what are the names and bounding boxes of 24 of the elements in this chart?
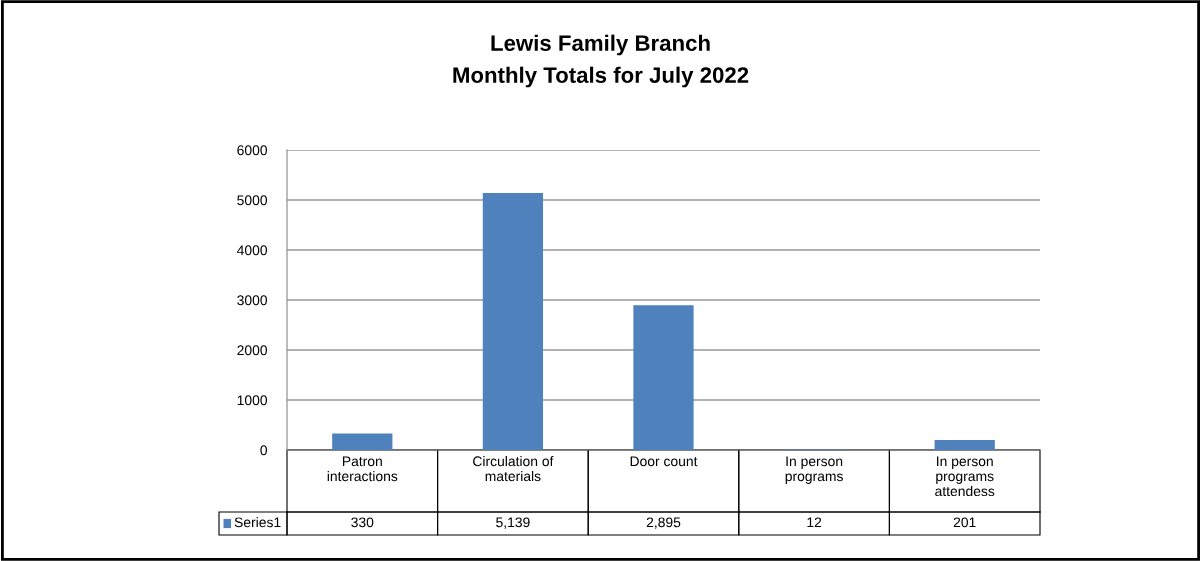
- data-label: 330: [351, 517, 374, 528]
- y-tick-label: 6000: [237, 145, 268, 156]
- data-label: 2,895: [646, 517, 681, 529]
- bar: [482, 193, 544, 450]
- chart-subtitle: Monthly Totals for July 2022: [453, 66, 749, 88]
- y-tick-label: 1000: [237, 395, 268, 406]
- x-tick-label: Patron interactions: [327, 456, 398, 482]
- y-tick-label: 4000: [236, 245, 268, 256]
- chart-title: Lewis Family Branch: [491, 34, 710, 56]
- bar: [934, 439, 995, 450]
- y-tick-label: 3000: [237, 295, 268, 306]
- data-label: 5,139: [496, 517, 530, 529]
- data-label: 201: [953, 517, 976, 528]
- bar: [633, 305, 694, 450]
- bar: [332, 433, 393, 450]
- y-tick-label: 0: [260, 445, 268, 456]
- x-tick-label: Door count: [630, 456, 698, 467]
- x-tick-label: In person programs: [785, 456, 843, 484]
- y-tick-label: 5000: [237, 195, 268, 206]
- legend-label: Series1: [234, 517, 281, 528]
- x-tick-label: Circulation of materials: [473, 456, 554, 482]
- y-tick-label: 2000: [237, 345, 268, 356]
- data-label: 12: [807, 517, 822, 528]
- x-tick-label: In person programs attendess: [935, 456, 995, 497]
